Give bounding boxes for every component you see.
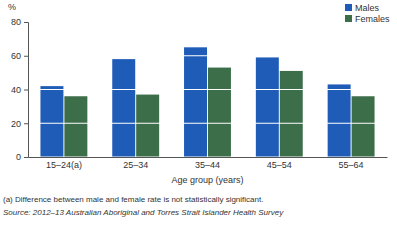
chart: 0 20 40 60 80 15–24(a) 25–34 35–44 45–54 55–64% Ag… xyxy=(0,0,397,227)
grid-line xyxy=(28,55,387,56)
grid-line xyxy=(28,157,387,158)
tick-label: 40 xyxy=(11,85,21,95)
y-tick: 20 xyxy=(11,119,28,129)
bar xyxy=(208,68,231,157)
bar xyxy=(64,96,87,157)
tick-label: 25–34 xyxy=(123,160,148,170)
tick-label: 15–24(a) xyxy=(46,160,82,170)
x-tick: 25–34 xyxy=(123,157,148,170)
x-axis-line xyxy=(29,157,388,158)
legend-swatch xyxy=(345,4,352,11)
grid-line xyxy=(28,89,387,90)
x-axis: 15–24(a) 25–34 35–44 45–54 55–64 xyxy=(29,157,388,170)
tick-label: 60 xyxy=(11,51,21,61)
legend: MalesFemales xyxy=(345,3,390,24)
tick-mark xyxy=(24,157,28,158)
legend-swatch xyxy=(345,15,352,22)
tick-mark xyxy=(24,22,28,23)
legend-label: Males xyxy=(355,3,380,13)
tick-label: 55–64 xyxy=(339,160,364,170)
tick-label: 20 xyxy=(11,119,21,129)
grid-line xyxy=(28,123,387,124)
x-tick: 35–44 xyxy=(195,157,220,170)
x-tick: 15–24(a) xyxy=(46,157,82,170)
bar xyxy=(40,86,63,157)
annotation: Source: 2012–13 Australian Aboriginal an… xyxy=(3,208,284,217)
legend-label: Females xyxy=(355,14,390,24)
tick-mark xyxy=(24,56,28,57)
bar xyxy=(184,47,207,157)
x-tick: 55–64 xyxy=(339,157,364,170)
x-axis-title: Age group (years) xyxy=(171,175,243,185)
y-tick: 80 xyxy=(11,17,28,27)
plot: 0 20 40 60 80 15–24(a) 25–34 35–44 45–54 55–64 xyxy=(11,17,388,170)
y-tick: 60 xyxy=(11,51,28,61)
tick-mark xyxy=(24,123,28,124)
bars xyxy=(40,47,374,157)
tick-label: 45–54 xyxy=(267,160,292,170)
bar xyxy=(352,96,375,157)
tick-label: 0 xyxy=(16,152,21,162)
bar xyxy=(256,57,279,157)
y-tick: 0 xyxy=(16,152,28,162)
grid xyxy=(28,22,387,157)
bar xyxy=(136,95,159,157)
annotation: (a) Difference between male and female r… xyxy=(3,195,263,204)
bar xyxy=(112,59,135,157)
tick-label: 35–44 xyxy=(195,160,220,170)
y-axis: 0 20 40 60 80 xyxy=(11,17,29,162)
y-axis-title: % xyxy=(8,2,16,12)
y-axis-line xyxy=(24,23,29,158)
x-tick: 45–54 xyxy=(267,157,292,170)
grid-line xyxy=(28,22,387,23)
bar xyxy=(328,84,351,157)
tick-label: 80 xyxy=(11,17,21,27)
bar xyxy=(280,71,303,157)
tick-mark xyxy=(24,90,28,91)
y-tick: 40 xyxy=(11,85,28,95)
